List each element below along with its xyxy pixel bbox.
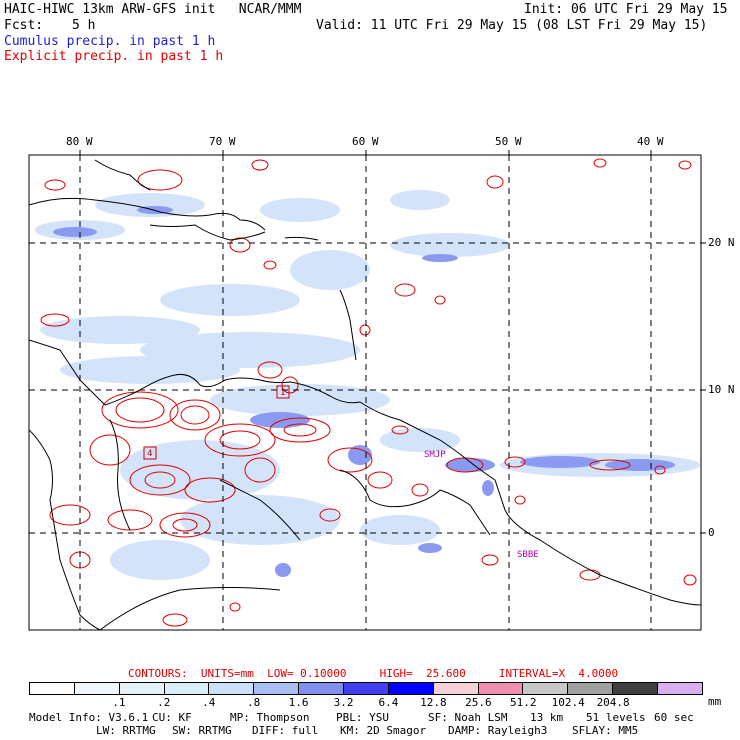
station-label-sbbe: SBBE xyxy=(517,550,539,560)
station-marker-1 xyxy=(276,385,290,399)
init-time: Init: 06 UTC Fri 29 May 15 xyxy=(524,2,728,17)
colorbar-swatch xyxy=(254,683,300,694)
diff-option: DIFF: full xyxy=(252,724,319,737)
model-info: Model Info: V3.6.1 xyxy=(29,711,149,724)
colorbar-swatch xyxy=(164,683,210,694)
grid-resolution: 13 km xyxy=(530,711,564,724)
lat-label-20n: 20 N xyxy=(708,236,735,249)
cu-scheme: CU: KF xyxy=(152,711,192,724)
lon-label-60w: 60 W xyxy=(352,135,379,148)
colorbar-tick-label: .1 xyxy=(112,696,126,709)
colorbar xyxy=(29,682,703,695)
marker-label-1: 1 xyxy=(280,388,286,398)
lon-label-80w: 80 W xyxy=(66,135,93,148)
colorbar-units: mm xyxy=(708,695,722,708)
colorbar-swatch xyxy=(433,683,479,694)
lat-label-10n: 10 N xyxy=(708,383,735,396)
lon-label-40w: 40 W xyxy=(637,135,664,148)
colorbar-swatch xyxy=(119,683,165,694)
colorbar-swatch xyxy=(344,683,389,694)
forecast-hour: 5 h xyxy=(72,18,96,33)
valid-time: Valid: 11 UTC Fri 29 May 15 (08 LST Fri … xyxy=(316,18,708,33)
colorbar-swatch xyxy=(613,683,659,694)
colorbar-swatch xyxy=(299,683,345,694)
forecast-label: Fcst: xyxy=(4,18,44,33)
damp-option: DAMP: Rayleigh3 xyxy=(448,724,548,737)
colorbar-tick-label: 12.8 xyxy=(420,696,447,709)
vertical-levels: 51 levels xyxy=(586,711,646,724)
lat-lon-grid xyxy=(29,155,701,630)
colorbar-swatch xyxy=(478,683,524,694)
sf-scheme: SF: Noah LSM xyxy=(428,711,508,724)
colorbar-tick-label: .2 xyxy=(157,696,171,709)
colorbar-swatch xyxy=(30,683,75,694)
cumulus-precip-heavy xyxy=(53,206,675,577)
station-label-smjp: SMJP xyxy=(424,450,446,460)
km-option: KM: 2D Smagor xyxy=(340,724,427,737)
axis-ticks xyxy=(79,150,706,534)
map-frame xyxy=(28,154,702,631)
lat-label-0: 0 xyxy=(708,526,715,539)
plot-title: HAIC-HIWC 13km ARW-GFS init NCAR/MMM xyxy=(4,2,302,17)
colorbar-tick-label: 25.6 xyxy=(465,696,492,709)
cumulus-precip-legend: Cumulus precip. in past 1 h xyxy=(4,34,216,49)
sflay-option: SFLAY: MM5 xyxy=(572,724,639,737)
colorbar-tick-label: 6.4 xyxy=(378,696,399,709)
colorbar-tick-label: .8 xyxy=(247,696,261,709)
station-marker-4 xyxy=(143,446,157,460)
colorbar-swatch xyxy=(74,683,120,694)
colorbar-tick-label: 3.2 xyxy=(333,696,354,709)
explicit-precip-contours xyxy=(40,158,697,627)
colorbar-swatch xyxy=(388,683,434,694)
colorbar-swatch xyxy=(658,683,702,694)
time-step: 60 sec xyxy=(654,711,694,724)
mp-scheme: MP: Thompson xyxy=(230,711,310,724)
lw-scheme: LW: RRTMG xyxy=(96,724,156,737)
colorbar-tick-label: 204.8 xyxy=(596,696,630,709)
colorbar-swatch xyxy=(209,683,255,694)
lon-label-50w: 50 W xyxy=(495,135,522,148)
explicit-precip-legend: Explicit precip. in past 1 h xyxy=(4,49,224,64)
colorbar-swatch xyxy=(568,683,614,694)
coastlines xyxy=(29,159,701,630)
marker-label-4: 4 xyxy=(147,449,153,459)
colorbar-tick-label: 1.6 xyxy=(288,696,309,709)
sw-scheme: SW: RRTMG xyxy=(172,724,232,737)
colorbar-tick-label: 102.4 xyxy=(551,696,585,709)
pbl-scheme: PBL: YSU xyxy=(336,711,389,724)
lon-label-70w: 70 W xyxy=(209,135,236,148)
colorbar-swatch xyxy=(523,683,569,694)
cumulus-precip-field xyxy=(35,190,700,580)
colorbar-labels: .1 .2 .4 .8 1.6 3.2 6.4 12.8 25.6 51.2 102.4 204.8 xyxy=(29,696,703,709)
colorbar-tick-label: .4 xyxy=(202,696,216,709)
colorbar-tick-label: 51.2 xyxy=(510,696,537,709)
contours-info: CONTOURS: UNITS=mm LOW= 0.10000 HIGH= 25… xyxy=(128,667,619,680)
